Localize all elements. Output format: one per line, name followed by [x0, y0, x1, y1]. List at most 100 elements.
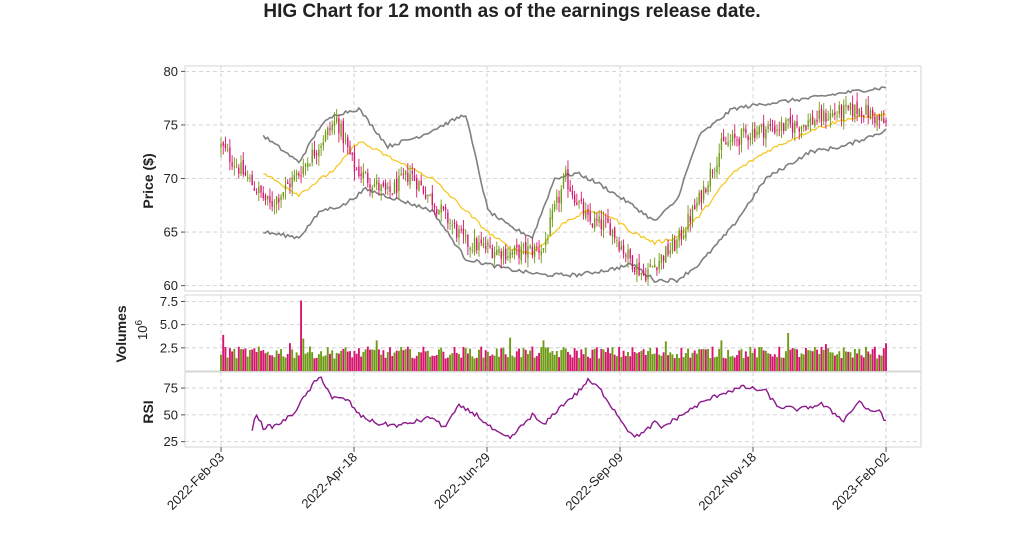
- volume-bar: [233, 348, 236, 371]
- volume-bar: [264, 353, 267, 371]
- candle-body: [362, 171, 365, 179]
- candle-body: [311, 149, 313, 163]
- candle-body: [565, 170, 567, 178]
- candle-body: [324, 131, 327, 141]
- candle-body: [593, 217, 596, 229]
- candle-body: [729, 140, 732, 142]
- candle-body: [796, 121, 798, 126]
- volume-bar: [671, 354, 674, 371]
- candle-body: [573, 195, 576, 203]
- volume-bar: [362, 351, 365, 371]
- candle-body: [398, 175, 400, 191]
- volume-bar: [591, 349, 594, 371]
- candle-body: [322, 142, 324, 146]
- candle-body: [476, 238, 478, 251]
- volume-bar: [838, 351, 841, 371]
- candle-body: [585, 211, 587, 218]
- x-tick-label: 2022-Feb-03: [164, 450, 227, 513]
- volume-bar: [711, 346, 714, 371]
- volume-bar: [326, 347, 329, 371]
- candle-body: [827, 119, 829, 121]
- candle-body: [700, 190, 703, 203]
- candle-body: [224, 143, 227, 149]
- volume-bar: [440, 347, 443, 371]
- volume-bar: [513, 357, 516, 371]
- candle-body: [307, 163, 309, 168]
- y-tick-label: 65: [164, 225, 178, 240]
- candle-body: [863, 114, 865, 117]
- candle-body: [682, 235, 685, 239]
- candle-body: [751, 129, 754, 138]
- volume-bar: [553, 354, 556, 371]
- volume-bar: [429, 356, 432, 371]
- volume-bar: [622, 350, 625, 371]
- candle-body: [358, 166, 360, 177]
- volume-bar: [880, 355, 883, 371]
- volume-bar: [251, 349, 254, 371]
- candle-body: [745, 128, 747, 134]
- volume-bar: [675, 353, 678, 371]
- volume-bar: [538, 352, 540, 371]
- candle-body: [458, 228, 460, 238]
- candle-body: [582, 201, 585, 216]
- volume-bar: [469, 348, 472, 371]
- candle-body: [740, 128, 743, 145]
- volume-bars: [220, 300, 887, 371]
- candle-body: [349, 145, 351, 155]
- volume-bar: [773, 354, 776, 371]
- candle-body: [631, 255, 634, 270]
- candle-body: [629, 249, 631, 259]
- moving-average-line: [263, 112, 887, 256]
- y-tick-label: 5.0: [160, 317, 178, 332]
- volume-bar: [716, 356, 718, 371]
- candle-body: [342, 120, 345, 144]
- candle-body: [798, 128, 800, 132]
- candle-body: [462, 228, 465, 235]
- volume-bar: [413, 358, 416, 371]
- volume-multiplier-label: 106: [134, 320, 150, 340]
- volume-bar: [431, 355, 434, 371]
- candle-body: [622, 245, 625, 254]
- candle-body: [473, 238, 476, 252]
- candle-body: [602, 220, 605, 230]
- candle-body: [418, 181, 420, 191]
- volume-y-ticks: 2.5 5.0 7.5: [160, 294, 185, 355]
- candle-body: [293, 174, 296, 180]
- volume-bar: [633, 352, 636, 371]
- volume-bar: [584, 347, 587, 371]
- candle-body: [660, 254, 663, 263]
- volume-bar: [809, 350, 812, 371]
- candle-body: [805, 125, 807, 130]
- candle-body: [220, 143, 222, 148]
- volume-bar: [593, 348, 596, 371]
- volume-bar: [833, 355, 836, 371]
- volume-bar: [224, 346, 227, 371]
- volume-bar: [475, 357, 478, 371]
- volume-bar: [446, 357, 449, 371]
- volume-bar: [842, 347, 845, 371]
- candle-body: [235, 166, 238, 168]
- candle-body: [402, 174, 405, 176]
- candle-body: [347, 137, 349, 147]
- volume-bar: [458, 354, 460, 371]
- candle-body: [834, 112, 836, 115]
- candle-body: [251, 174, 253, 186]
- candle-body: [869, 110, 872, 119]
- candle-body: [400, 173, 402, 175]
- candle-body: [533, 246, 536, 257]
- candle-body: [560, 189, 562, 204]
- candle-body: [569, 187, 571, 192]
- volume-bar: [560, 350, 563, 371]
- volume-bar: [836, 354, 839, 371]
- volume-bar: [738, 350, 741, 371]
- candle-body: [762, 123, 765, 138]
- candle-body: [589, 211, 591, 222]
- candle-body: [538, 249, 540, 253]
- volume-bar: [580, 349, 583, 371]
- candle-body: [238, 167, 240, 174]
- volume-bar: [268, 355, 271, 371]
- volume-bar: [562, 347, 565, 371]
- volume-bar: [709, 358, 712, 371]
- candle-body: [496, 249, 498, 256]
- volume-bar: [309, 346, 311, 371]
